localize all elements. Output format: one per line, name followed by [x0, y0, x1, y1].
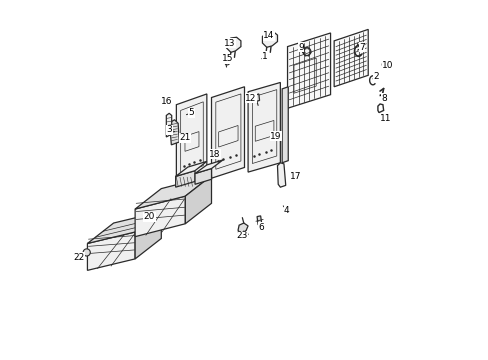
- Polygon shape: [226, 37, 241, 52]
- Polygon shape: [176, 94, 206, 184]
- Text: 11: 11: [380, 114, 391, 123]
- Text: 19: 19: [270, 132, 281, 141]
- Polygon shape: [254, 94, 259, 102]
- Text: 8: 8: [381, 94, 386, 103]
- Text: 6: 6: [258, 223, 264, 232]
- Circle shape: [83, 249, 90, 256]
- Text: 14: 14: [263, 31, 274, 40]
- Polygon shape: [262, 32, 277, 47]
- Polygon shape: [175, 161, 206, 176]
- Text: 15: 15: [221, 54, 233, 63]
- Text: 22: 22: [73, 253, 84, 262]
- Polygon shape: [166, 113, 171, 137]
- Polygon shape: [195, 160, 223, 174]
- Polygon shape: [211, 87, 244, 178]
- Polygon shape: [238, 223, 247, 233]
- Polygon shape: [277, 163, 285, 187]
- Text: 17: 17: [289, 172, 301, 181]
- Text: 3: 3: [166, 125, 172, 134]
- Text: 12: 12: [245, 94, 256, 103]
- Polygon shape: [247, 82, 280, 172]
- Text: 4: 4: [284, 206, 289, 215]
- Polygon shape: [87, 232, 135, 270]
- Polygon shape: [169, 120, 179, 145]
- Polygon shape: [175, 171, 195, 187]
- Text: 16: 16: [160, 97, 172, 106]
- Text: 23: 23: [236, 231, 247, 240]
- Text: 5: 5: [188, 108, 194, 117]
- Text: 1: 1: [262, 52, 267, 61]
- Text: 21: 21: [179, 133, 191, 142]
- Text: 18: 18: [209, 150, 221, 159]
- Text: 13: 13: [223, 39, 235, 48]
- Polygon shape: [185, 176, 211, 224]
- Polygon shape: [195, 168, 211, 184]
- Polygon shape: [135, 196, 185, 237]
- Text: 2: 2: [373, 72, 379, 81]
- Polygon shape: [87, 212, 161, 243]
- Text: 9: 9: [298, 43, 304, 52]
- Text: 7: 7: [359, 43, 364, 52]
- Text: 20: 20: [143, 212, 155, 221]
- Polygon shape: [135, 212, 161, 259]
- Text: 10: 10: [382, 61, 393, 70]
- Polygon shape: [287, 33, 330, 108]
- Polygon shape: [257, 216, 261, 225]
- Polygon shape: [135, 176, 211, 209]
- Polygon shape: [282, 87, 287, 163]
- Polygon shape: [333, 30, 367, 87]
